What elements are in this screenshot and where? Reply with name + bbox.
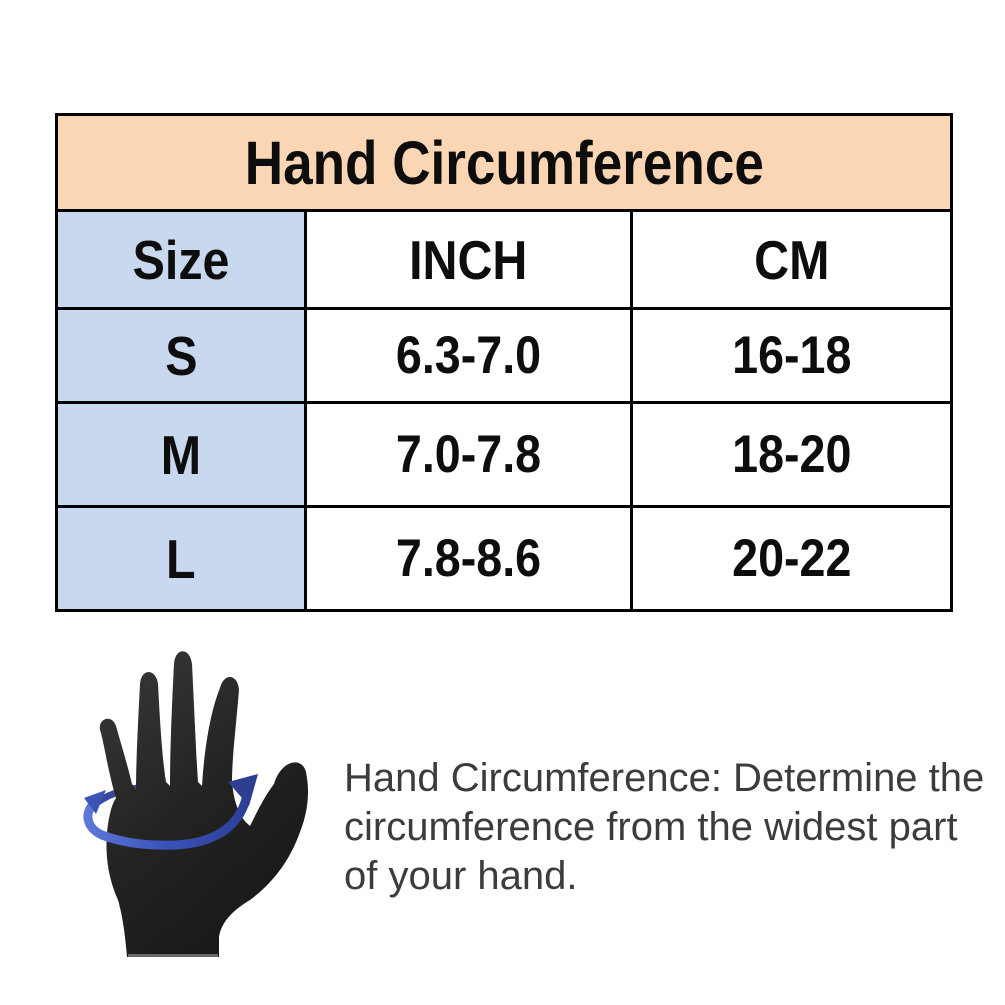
row-s-label: S [164,324,198,387]
row-m-cm-cell: 18-20 [633,404,950,508]
column-header-size-label: Size [132,228,230,291]
size-chart-table: Hand Circumference Size INCH CM S 6.3-7.… [55,113,953,612]
measure-arrow-icon [83,774,258,850]
wrist-cut-edge [128,954,218,957]
table-title-cell: Hand Circumference [58,116,950,212]
arrowhead-right [228,774,258,806]
measurement-instructions: Hand Circumference: Determine the circum… [344,754,985,901]
row-m-cm-value: 18-20 [731,425,852,484]
column-header-size: Size [58,212,307,310]
column-header-inch: INCH [307,212,633,310]
row-l-label: L [166,527,196,590]
row-l-cm-value: 20-22 [731,529,852,588]
row-m-inch-cell: 7.0-7.8 [307,404,633,508]
column-header-cm: CM [633,212,950,310]
caption-line-1: Hand Circumference: Determine the [344,756,985,800]
row-s-inch-cell: 6.3-7.0 [307,310,633,404]
caption-line-2: circumference from the widest part [344,805,958,849]
row-m-size-cell: M [58,404,307,508]
column-header-cm-label: CM [753,228,830,291]
row-l-inch-cell: 7.8-8.6 [307,508,633,609]
row-s-size-cell: S [58,310,307,404]
row-l-cm-cell: 20-22 [633,508,950,609]
row-s-cm-value: 16-18 [731,326,852,385]
row-m-inch-value: 7.0-7.8 [395,425,542,484]
column-header-inch-label: INCH [409,228,528,291]
row-l-size-cell: L [58,508,307,609]
hand-outline [99,651,309,957]
table-title: Hand Circumference [244,128,764,197]
row-s-cm-cell: 16-18 [633,310,950,404]
arrowhead-left [84,790,106,814]
row-s-inch-value: 6.3-7.0 [395,326,542,385]
caption-line-3: of your hand. [344,854,578,898]
hand-silhouette-icon [83,651,309,957]
row-m-label: M [160,423,202,486]
row-l-inch-value: 7.8-8.6 [395,529,542,588]
